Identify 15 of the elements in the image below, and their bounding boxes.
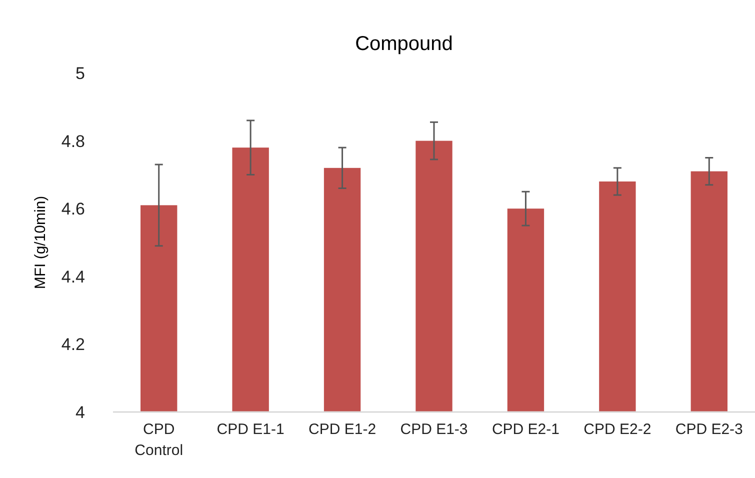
y-tick-label: 4.6	[61, 200, 85, 219]
y-axis-title: MFI (g/10min)	[32, 196, 49, 290]
x-tick-label: CPD Control	[134, 421, 184, 459]
x-tick-label: CPD E1-1	[216, 421, 284, 438]
y-tick-label: 4	[76, 402, 85, 422]
x-tick-label: CPD E2-2	[584, 421, 652, 438]
y-tick-label: 4.8	[61, 132, 85, 151]
x-tick-label: CPD E1-2	[308, 421, 376, 438]
chart-title: Compound	[355, 33, 453, 55]
x-tick-label: CPD E2-3	[675, 421, 743, 438]
x-tick-label: CPD E2-1	[492, 421, 560, 438]
x-tick-label: CPD E1-3	[400, 421, 468, 438]
y-tick-label: 4.2	[61, 335, 85, 354]
y-tick-label: 5	[76, 64, 85, 83]
y-tick-label: 4.4	[61, 267, 85, 286]
